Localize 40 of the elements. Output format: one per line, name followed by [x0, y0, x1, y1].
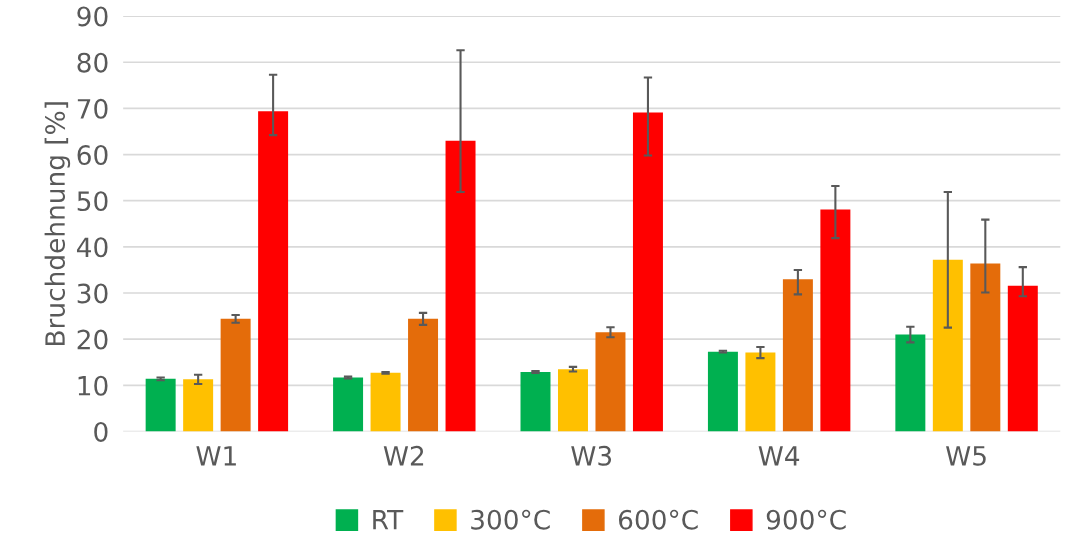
bar	[707, 351, 738, 432]
x-tick-label: W1	[196, 446, 236, 466]
bar	[932, 259, 963, 432]
bar	[183, 379, 214, 432]
y-tick-label: 10	[78, 375, 108, 396]
legend-label: 300°C	[471, 509, 550, 530]
x-tick-label: W2	[383, 445, 424, 466]
bar	[220, 318, 251, 432]
bar	[408, 318, 439, 432]
bar	[782, 279, 813, 432]
y-axis-title: Bruchdehnung [%]	[44, 102, 71, 345]
x-tick-label: W4	[758, 446, 800, 466]
legend-label: 600°C	[618, 509, 698, 530]
bar	[595, 332, 626, 432]
bar	[370, 372, 401, 432]
x-tick-label: W5	[946, 446, 986, 466]
y-tick-label: 80	[77, 52, 108, 73]
y-tick-label: 30	[77, 283, 108, 304]
bar	[333, 377, 364, 432]
legend-label: 900°C	[766, 509, 846, 530]
x-tick-label: W3	[571, 445, 612, 466]
legend-label: RT	[373, 510, 404, 530]
bar	[632, 112, 663, 432]
bar	[445, 140, 476, 432]
y-tick-label: 50	[77, 191, 108, 212]
y-tick-label: 60	[77, 144, 108, 165]
y-tick-label: 90	[77, 6, 108, 27]
bar	[520, 371, 551, 432]
bar	[745, 352, 776, 432]
bar	[820, 209, 851, 432]
bar	[970, 263, 1001, 432]
bar	[895, 334, 926, 432]
y-tick-label: 70	[77, 98, 108, 119]
bar	[145, 378, 176, 432]
y-tick-label: 20	[77, 329, 108, 350]
bar	[1007, 285, 1038, 432]
bar	[258, 111, 289, 432]
y-tick-label: 40	[76, 237, 108, 258]
y-tick-label: 0	[94, 421, 108, 442]
bar	[557, 369, 588, 432]
